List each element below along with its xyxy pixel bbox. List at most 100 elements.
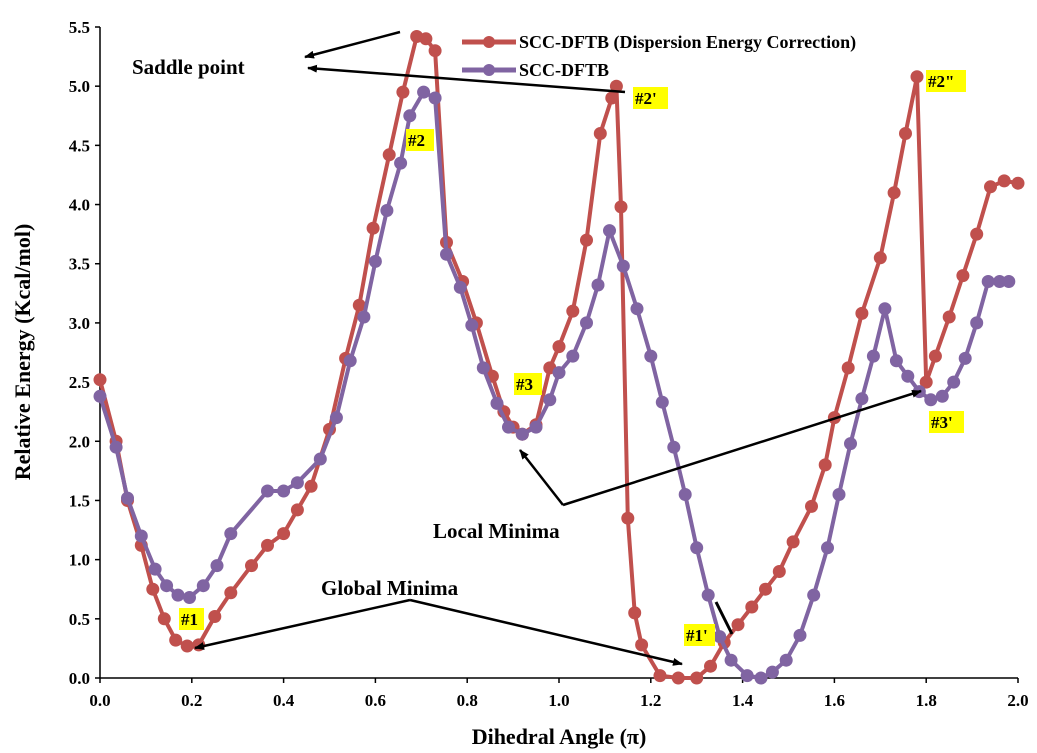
data-point-1	[713, 630, 727, 644]
tag-2prime: #2'	[635, 89, 657, 108]
data-point-1	[1002, 275, 1016, 288]
data-point-1	[616, 259, 630, 273]
y-tick-label: 5.5	[69, 18, 90, 37]
data-point-1	[701, 588, 715, 602]
y-tick-label: 2.0	[69, 432, 90, 451]
x-tick-label: 0.4	[273, 691, 295, 710]
data-point-0	[290, 503, 304, 517]
x-tick-label: 0.6	[365, 691, 386, 710]
legend: SCC-DFTB (Dispersion Energy Correction) …	[462, 32, 856, 80]
data-point-0	[419, 32, 433, 46]
x-tick-label: 1.8	[916, 691, 937, 710]
data-point-0	[704, 659, 717, 673]
data-point-0	[366, 221, 380, 235]
x-ticks: 0.0 0.2 0.4 0.6 0.8 1.0 1.2 1.4 1.6 1.8 2.0	[89, 678, 1029, 710]
x-axis-title: Dihedral Angle (π)	[472, 724, 647, 749]
annotation-global-minima: Global Minima	[321, 576, 459, 600]
data-point-1	[644, 349, 658, 363]
data-point-1	[476, 361, 490, 375]
y-tick-label: 3.0	[69, 314, 90, 333]
data-point-0	[855, 306, 869, 320]
data-point-1	[566, 349, 580, 363]
data-point-1	[261, 484, 274, 498]
data-point-1	[403, 109, 417, 123]
data-point-1	[329, 411, 343, 425]
data-point-1	[343, 354, 357, 368]
data-point-1	[993, 275, 1007, 288]
data-point-0	[759, 582, 772, 596]
data-point-1	[655, 395, 669, 409]
data-point-0	[208, 610, 222, 623]
data-point-1	[453, 280, 467, 294]
data-point-1	[947, 375, 961, 389]
x-tick-label: 2.0	[1007, 691, 1028, 710]
data-point-1	[313, 452, 327, 466]
data-point-0	[928, 349, 942, 363]
tag-bg-2prime	[633, 87, 668, 109]
y-tick-label: 5.0	[69, 77, 90, 96]
tag-2dprime: #2"	[928, 72, 954, 91]
data-point-1	[821, 541, 834, 555]
data-point-1	[970, 316, 984, 330]
data-point-0	[628, 606, 642, 620]
data-point-0	[614, 200, 628, 214]
data-point-1	[183, 591, 196, 604]
data-point-0	[970, 227, 984, 241]
tag-3prime: #3'	[931, 413, 953, 432]
data-point-1	[630, 302, 644, 316]
data-point-0	[593, 127, 607, 140]
data-point-1	[724, 653, 738, 667]
data-point-1	[580, 316, 593, 330]
data-point-0	[224, 586, 238, 600]
data-point-0	[146, 582, 160, 596]
annotation-local-minima: Local Minima	[433, 519, 560, 543]
data-point-1	[667, 440, 681, 454]
data-point-1	[160, 579, 174, 593]
data-point-0	[621, 511, 635, 525]
annotation-labels: Saddle point Local Minima Global Minima	[132, 55, 560, 600]
data-point-0	[818, 458, 832, 472]
data-point-0	[552, 340, 566, 354]
data-point-1	[428, 91, 442, 105]
data-point-0	[277, 527, 291, 541]
data-point-0	[382, 148, 396, 162]
data-point-1	[502, 420, 515, 434]
x-tick-label: 0.2	[181, 691, 202, 710]
data-point-1	[290, 476, 304, 490]
data-point-1	[779, 653, 793, 667]
annotation-saddle-point: Saddle point	[132, 55, 245, 79]
data-point-1	[210, 559, 224, 573]
data-point-1	[793, 628, 807, 642]
x-tick-label: 1.2	[640, 691, 661, 710]
data-point-0	[984, 180, 997, 194]
tag-1: #1	[181, 610, 198, 629]
legend-marker-dispersion	[483, 36, 495, 48]
point-tags: #1 #2 #3 #1' #2' #3' #2"	[179, 70, 966, 646]
data-point-0	[261, 538, 274, 552]
data-point-1	[832, 488, 846, 501]
y-tick-label: 3.5	[69, 255, 90, 274]
data-point-1	[678, 488, 692, 501]
y-tick-label: 1.0	[69, 551, 90, 570]
data-point-0	[887, 186, 901, 200]
tag-bg-3	[514, 373, 542, 395]
data-point-0	[169, 633, 183, 647]
data-point-0	[635, 638, 649, 652]
x-tick-label: 0.0	[89, 691, 110, 710]
data-point-1	[754, 671, 768, 685]
tag-3: #3	[516, 375, 533, 394]
data-point-1	[121, 491, 134, 505]
legend-marker-sccdftb	[483, 64, 495, 76]
data-point-0	[919, 375, 933, 389]
data-point-1	[440, 247, 453, 261]
data-point-1	[765, 665, 779, 679]
data-point-1	[543, 393, 557, 407]
data-point-0	[566, 304, 580, 318]
data-point-1	[224, 527, 238, 541]
data-point-1	[690, 541, 704, 555]
data-point-0	[428, 44, 442, 58]
tag-bg-2	[406, 129, 434, 151]
arrow-local-to-min3prime	[562, 389, 922, 507]
data-point-1	[277, 484, 291, 498]
data-point-0	[745, 600, 759, 614]
